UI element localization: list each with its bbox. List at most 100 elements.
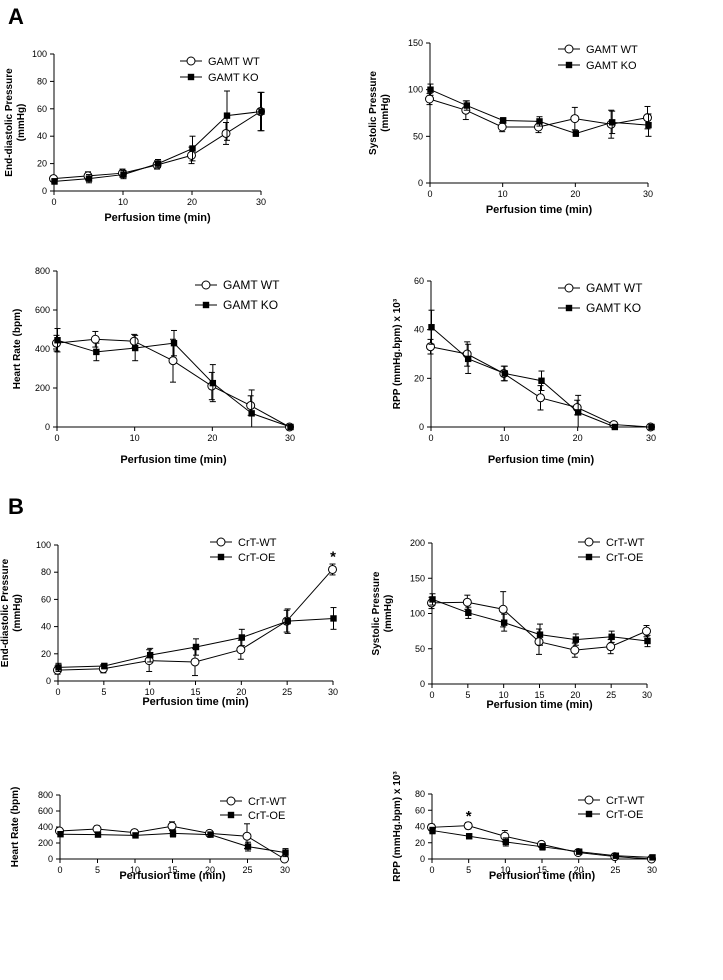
data-point [93,348,100,356]
data-point [501,370,509,377]
x-tick-label: 10 [498,189,508,199]
x-tick-label: 20 [205,865,215,875]
legend-marker [585,553,593,561]
legend-entry: CrT-WT [220,796,287,808]
data-point [570,645,580,655]
x-axis-title: Perfusion time (min) [120,454,227,466]
data-point [536,631,544,638]
y-tick-label: 0 [45,422,50,432]
data-point [101,662,108,670]
legend-marker [227,811,235,819]
data-point [57,831,64,838]
y-tick-label: 0 [420,854,425,864]
y-tick-label: 60 [41,594,51,604]
significance-marker: * [330,548,336,565]
data-point [223,112,231,119]
series-crt-oe [57,829,289,858]
x-tick-label: 5 [465,690,470,700]
legend-entry: GAMT WT [180,56,260,68]
legend-label: GAMT WT [208,56,260,68]
legend-marker [564,44,574,54]
data-point [539,843,546,851]
x-tick-label: 15 [190,687,200,697]
data-point [463,102,471,109]
y-axis-title: RPP (mmHg.bpm) x 10³ [392,771,403,882]
x-tick-label: 20 [236,687,246,697]
y-tick-label: 20 [41,649,51,659]
data-point [190,657,200,667]
data-point [167,821,177,831]
y-axis-title: End-diastolic Pressure [4,68,15,177]
x-tick-label: 20 [573,433,583,443]
y-tick-label: 0 [419,422,424,432]
x-tick-label: 25 [282,687,292,697]
data-point [644,637,651,645]
data-point [645,121,652,129]
data-point [330,615,337,622]
legend-marker [564,283,574,293]
x-tick-label: 5 [101,687,106,697]
x-tick-label: 15 [534,690,544,700]
legend-marker [201,280,211,290]
data-point [258,108,265,115]
y-axis-title: (mmHg) [12,594,23,632]
chart-2: 0 50 100 150 0 10 20 30 Perfusion time (min) Syst… [368,38,653,216]
x-tick-label: 10 [499,690,509,700]
data-point [500,619,508,626]
data-point [244,843,252,850]
x-tick-label: 25 [606,690,616,700]
x-tick-label: 30 [647,865,657,875]
y-tick-label: 0 [46,676,51,686]
y-axis-title: Heart Rate (bpm) [12,309,23,390]
data-point [170,339,178,347]
x-tick-label: 0 [427,189,432,199]
legend-label: GAMT KO [208,72,259,84]
data-point [606,642,616,652]
y-tick-label: 800 [35,266,50,276]
data-point [502,838,510,846]
legend-label: GAMT WT [586,281,643,295]
y-tick-label: 40 [415,822,425,832]
legend-marker [226,796,236,806]
data-point [221,128,231,138]
data-point [462,597,472,607]
legend-marker [217,553,225,561]
legend-label: GAMT WT [223,278,280,292]
data-point [85,175,93,182]
y-tick-label: 100 [36,540,51,550]
series-crt-wt [427,821,656,864]
data-point [94,831,102,838]
data-point [129,336,139,346]
x-tick-label: 30 [280,865,290,875]
data-point [54,337,61,344]
legend-label: GAMT KO [586,60,637,72]
x-tick-label: 30 [256,197,266,207]
x-tick-label: 0 [55,687,60,697]
legend-label: CrT-WT [238,537,277,549]
significance-marker: * [466,808,472,825]
y-axis-title: Heart Rate (bpm) [10,787,21,868]
y-axis-title: (mmHg) [380,94,391,132]
series-crt-oe [429,826,656,861]
panel-label-b: B [8,494,24,519]
legend-entry: CrT-OE [210,552,275,564]
x-tick-label: 20 [187,197,197,207]
data-point [209,379,217,387]
y-tick-label: 80 [37,76,47,86]
x-tick-label: 25 [242,865,252,875]
legend-label: CrT-OE [248,810,285,822]
y-tick-label: 0 [42,186,47,196]
data-point [154,160,162,167]
x-tick-label: 30 [646,433,656,443]
legend-marker [187,73,195,81]
legend-marker [584,537,594,547]
x-axis-title: Perfusion time (min) [104,212,211,224]
data-point [246,401,256,411]
y-tick-label: 400 [38,822,53,832]
series-crt-wt [55,821,289,864]
data-point [499,117,507,124]
panel-label-a: A [8,4,24,29]
legend-entry: GAMT KO [195,298,278,312]
legend-entry: GAMT WT [558,281,643,295]
data-point [236,645,246,655]
